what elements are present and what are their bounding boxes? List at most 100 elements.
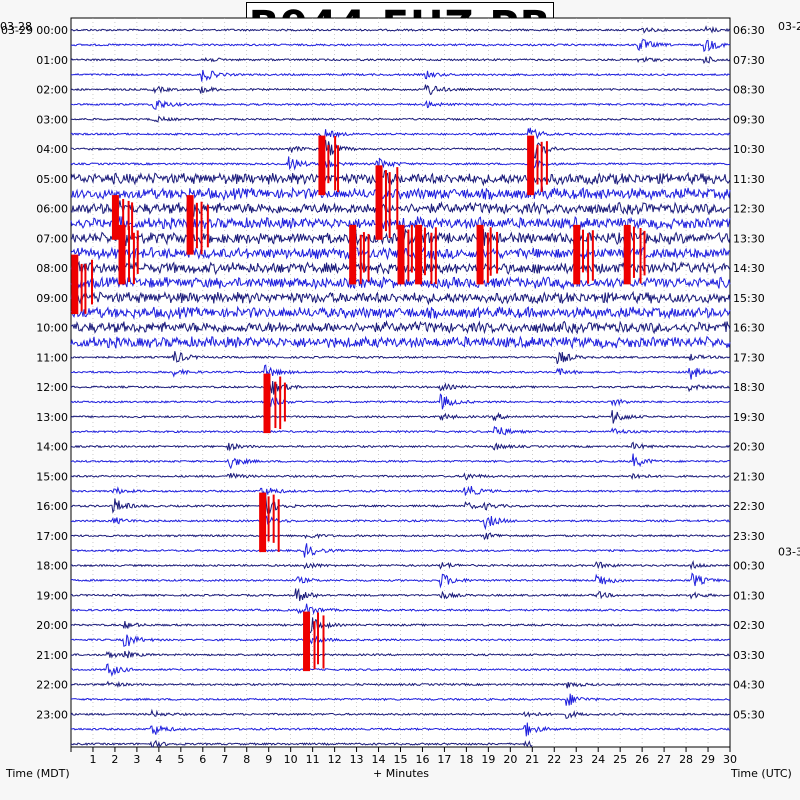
seismic-trace — [70, 84, 731, 96]
left-hour-label: 03:00 — [36, 113, 68, 126]
x-tick-label: 2 — [111, 753, 118, 766]
seismic-trace — [70, 650, 731, 659]
left-hour-label: 00:00 — [36, 24, 68, 37]
left-axis-title: Time (MDT) — [6, 767, 70, 780]
x-tick-label: 24 — [591, 753, 605, 766]
left-hour-label: 10:00 — [36, 322, 68, 335]
left-hour-label: 20:00 — [36, 619, 68, 632]
x-tick-label: 10 — [284, 753, 298, 766]
right-hour-label: 07:30 — [733, 54, 765, 67]
right-hour-label: 22:30 — [733, 500, 765, 513]
seismic-trace — [70, 351, 731, 365]
x-tick-label: 1 — [89, 753, 96, 766]
seismic-trace — [70, 663, 731, 677]
x-tick-label: 25 — [613, 753, 627, 766]
seismic-trace — [70, 532, 731, 541]
seismic-trace — [70, 275, 731, 291]
right-hour-label: 23:30 — [733, 530, 765, 543]
seismic-trace — [70, 393, 731, 410]
x-tick-label: 22 — [547, 753, 561, 766]
seismic-trace — [70, 441, 731, 452]
right-hour-label: 03:30 — [733, 649, 765, 662]
seismic-trace — [70, 587, 731, 602]
left-date-label: 03-28 — [0, 20, 32, 33]
seismic-trace — [70, 55, 731, 65]
seismic-trace — [70, 722, 730, 737]
left-hour-label: 14:00 — [36, 441, 68, 454]
right-hour-label: 13:30 — [733, 232, 765, 245]
x-tick-label: 17 — [437, 753, 451, 766]
x-tick-label: 29 — [701, 753, 715, 766]
x-tick-label: 26 — [635, 753, 649, 766]
x-tick-label: 19 — [481, 753, 495, 766]
x-tick-label: 16 — [415, 753, 429, 766]
right-hour-label: 05:30 — [733, 708, 765, 721]
right-hour-label: 19:30 — [733, 411, 765, 424]
left-date-label: 03-29 — [1, 24, 33, 37]
x-tick-label: 21 — [525, 753, 539, 766]
left-hour-label: 13:00 — [36, 411, 68, 424]
seismic-trace — [70, 186, 731, 202]
clipped-event — [573, 224, 581, 285]
clipped-event — [263, 373, 271, 434]
left-hour-label: 07:00 — [36, 232, 68, 245]
right-hour-label: 04:30 — [733, 679, 765, 692]
clipped-event — [476, 224, 484, 285]
clipped-event — [415, 224, 423, 285]
right-hour-label: 06:30 — [733, 24, 765, 37]
right-hour-label: 14:30 — [733, 262, 765, 275]
x-tick-label: 13 — [350, 753, 364, 766]
right-hour-label: 00:30 — [733, 560, 765, 573]
seismic-trace — [70, 364, 731, 380]
left-hour-label: 21:00 — [36, 649, 68, 662]
seismic-trace — [70, 453, 731, 470]
x-tick-label: 9 — [265, 753, 272, 766]
x-tick-label: 11 — [306, 753, 320, 766]
right-hour-label: 18:30 — [733, 381, 765, 394]
seismic-trace — [70, 290, 731, 306]
seismic-trace — [70, 495, 731, 519]
seismic-trace — [70, 472, 731, 481]
seismic-trace — [70, 305, 731, 321]
seismic-trace — [71, 485, 731, 497]
seismic-trace — [71, 69, 731, 82]
seismic-trace — [70, 335, 731, 350]
clipped-event — [623, 224, 631, 285]
seismic-trace — [70, 156, 731, 171]
x-tick-label: 4 — [155, 753, 162, 766]
clipped-event — [71, 254, 79, 315]
seismic-trace — [70, 197, 731, 220]
clipped-event — [259, 492, 267, 553]
clipped-event — [118, 224, 126, 285]
seismic-trace — [70, 410, 731, 424]
x-tick-label: 28 — [679, 753, 693, 766]
x-tick-label: 8 — [243, 753, 250, 766]
seismic-trace — [70, 170, 731, 189]
left-hour-label: 12:00 — [36, 381, 68, 394]
seismic-trace — [70, 559, 730, 571]
seismic-trace — [70, 134, 731, 163]
x-tick-label: 18 — [459, 753, 473, 766]
x-tick-label: 14 — [372, 753, 386, 766]
clipped-event — [186, 195, 194, 255]
left-hour-label: 02:00 — [36, 84, 68, 97]
left-hour-label: 05:00 — [36, 173, 68, 186]
clipped-event — [318, 135, 326, 196]
x-tick-label: 20 — [503, 753, 517, 766]
seismic-trace — [70, 603, 731, 616]
seismic-trace — [70, 425, 731, 436]
left-hour-label: 17:00 — [36, 530, 68, 543]
right-hour-label: 12:30 — [733, 203, 765, 216]
x-tick-label: 23 — [569, 753, 583, 766]
seismic-trace — [70, 693, 731, 706]
x-tick-label: 15 — [394, 753, 408, 766]
x-tick-label: 3 — [133, 753, 140, 766]
right-hour-label: 20:30 — [733, 441, 765, 454]
right-date-label: 03-2 — [778, 20, 800, 33]
seismic-trace — [70, 708, 731, 719]
left-hour-label: 15:00 — [36, 470, 68, 483]
right-hour-label: 17:30 — [733, 351, 765, 364]
seismic-trace — [70, 515, 731, 531]
